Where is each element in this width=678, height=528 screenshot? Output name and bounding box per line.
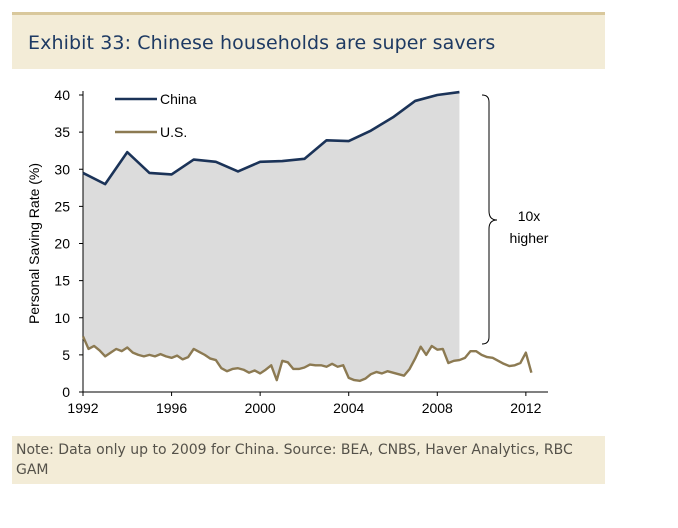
- legend-china-label: China: [160, 91, 197, 107]
- y-tick-label: 0: [62, 384, 70, 400]
- y-tick-label: 25: [54, 198, 70, 214]
- x-tick-label: 2008: [422, 400, 453, 416]
- x-tick-label: 1992: [67, 400, 98, 416]
- y-tick-label: 15: [54, 273, 70, 289]
- x-tick-label: 2000: [245, 400, 276, 416]
- bracket-brace: [481, 94, 498, 345]
- gap-fill-area: [83, 92, 460, 381]
- legend-us-label: U.S.: [160, 124, 187, 140]
- x-tick-label: 1996: [156, 400, 187, 416]
- top-rule: [12, 12, 605, 15]
- y-tick-label: 5: [62, 347, 70, 363]
- annotation-line-1: 10x: [518, 208, 541, 224]
- x-tick-label: 2012: [510, 400, 541, 416]
- y-tick-label: 35: [54, 124, 70, 140]
- y-tick-label: 30: [54, 161, 70, 177]
- y-tick-label: 40: [54, 87, 70, 103]
- source-note: Note: Data only up to 2009 for China. So…: [16, 442, 573, 478]
- y-tick-label: 10: [54, 310, 70, 326]
- china-series-line: [82, 90, 460, 186]
- exhibit-title: Exhibit 33: Chinese households are super…: [28, 32, 496, 54]
- us-series-line: [81, 335, 533, 383]
- annotation-line-2: higher: [510, 230, 549, 246]
- x-tick-label: 2004: [333, 400, 364, 416]
- y-axis-label: Personal Saving Rate (%): [26, 163, 42, 324]
- y-tick-label: 20: [54, 236, 70, 252]
